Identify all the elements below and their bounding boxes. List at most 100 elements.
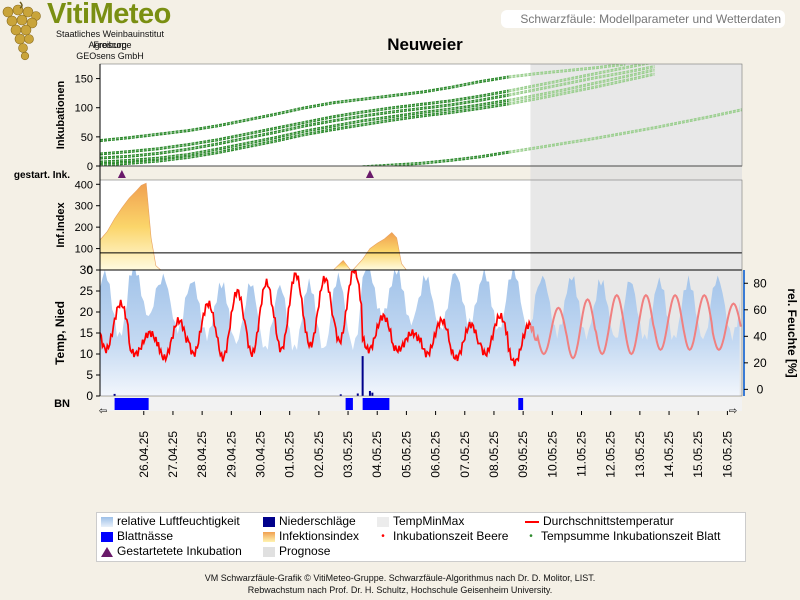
legend-item-prognosis: Prognose xyxy=(263,544,330,559)
humidity-tick-label: 20 xyxy=(753,356,767,370)
leaf-wetness-swatch-icon xyxy=(101,531,113,542)
x-tick-label: 14.05.25 xyxy=(662,431,676,478)
x-tick-label: 26.04.25 xyxy=(137,431,151,478)
leaf-wetness-interval xyxy=(518,398,524,410)
x-tick-label: 10.05.25 xyxy=(545,431,559,478)
leaf-wetness-interval xyxy=(345,398,353,410)
legend-item-mean-temperature: Durchschnittstemperatur xyxy=(525,514,674,529)
incubation-prognosis-line xyxy=(508,64,626,77)
incubation-prognosis-line xyxy=(508,68,655,101)
red-dot-icon: • xyxy=(381,530,385,542)
x-tick-label: 09.05.25 xyxy=(516,431,530,478)
legend-item-incubation-leaf: • Tempsumme Inkubationszeit Blatt xyxy=(525,529,720,544)
infection-y-tick-label: 300 xyxy=(75,201,93,213)
x-tick-label: 27.04.25 xyxy=(166,431,180,478)
infection-index-group xyxy=(100,182,407,270)
weather-left-tick-label: 10 xyxy=(80,347,94,361)
precipitation-swatch-icon xyxy=(263,516,275,527)
x-tick-label: 01.05.25 xyxy=(283,431,297,478)
infection-y-tick-label: 400 xyxy=(75,179,93,191)
precipitation-bar xyxy=(113,393,116,396)
vitimeteo-logo: VitiMeteo Staatliches Weinbauinstitut Fr… xyxy=(0,0,190,62)
legend-item-tempminmax: TempMinMax xyxy=(377,514,464,529)
x-tick-label: 11.05.25 xyxy=(575,431,589,477)
x-tick-label: 02.05.25 xyxy=(312,431,326,478)
weather-left-tick-label: 0 xyxy=(86,389,93,403)
started-incubation-marker xyxy=(365,170,374,178)
legend-item-humidity: relative Luftfeuchtigkeit xyxy=(101,514,240,529)
precipitation-bar xyxy=(368,390,371,396)
tempminmax-swatch-icon xyxy=(377,516,389,527)
incubation-series-line xyxy=(100,91,509,156)
incubation-y-tick-label: 150 xyxy=(75,74,93,86)
legend-item-leaf-wetness: Blattnässe xyxy=(101,529,173,544)
incubation-prognosis-line xyxy=(508,66,655,97)
incubation-prognosis-line xyxy=(508,64,626,79)
incubation-series-line xyxy=(100,98,509,162)
weather-left-tick-label: 25 xyxy=(80,284,94,298)
precipitation-bar xyxy=(339,394,342,396)
incubation-prognosis-line xyxy=(508,108,742,153)
weather-right-axis-label: rel. Feuchte [%] xyxy=(785,288,799,377)
x-tick-label: 06.05.25 xyxy=(429,431,443,478)
incubation-y-axis-label: Inkubationen xyxy=(55,81,67,150)
incubation-series-line xyxy=(100,75,509,141)
incubation-series-line xyxy=(378,152,509,166)
leaf-wetness-strip xyxy=(100,397,742,411)
logo-subtitle-line-1: Staatliches Weinbauinstitut Freiburg xyxy=(56,29,164,50)
weather-group xyxy=(100,270,742,396)
incubation-y-tick-label: 100 xyxy=(75,103,93,115)
infection-index-area xyxy=(100,182,162,270)
incubation-series-line xyxy=(100,95,509,160)
x-tick-label: 08.05.25 xyxy=(487,431,501,478)
humidity-area xyxy=(100,270,740,396)
humidity-tick-label: 80 xyxy=(753,276,767,290)
incubation-prognosis-line xyxy=(508,109,742,154)
footer: VM Schwarzfäule-Grafik © VitiMeteo-Grupp… xyxy=(0,572,800,596)
incubation-series-line xyxy=(100,102,509,165)
footer-line-2: Rebwachstum nach Prof. Dr. H. Schultz, H… xyxy=(247,585,553,595)
precipitation-bar xyxy=(361,356,364,396)
humidity-swatch-icon xyxy=(101,516,113,527)
legend-item-incubation-berry: • Inkubationszeit Beere xyxy=(377,529,508,544)
chart-legend: relative Luftfeuchtigkeit Niederschläge … xyxy=(96,512,746,562)
incubation-series-group xyxy=(100,64,742,166)
footer-line-1: VM Schwarzfäule-Grafik © VitiMeteo-Grupp… xyxy=(204,573,596,583)
temperature-line xyxy=(100,270,532,367)
infection-y-tick-label: 0 xyxy=(87,265,93,277)
x-tick-label: 29.04.25 xyxy=(224,431,238,478)
leaf-wetness-label: BN xyxy=(54,398,70,410)
weather-left-tick-label: 5 xyxy=(86,368,93,382)
triangle-marker-icon xyxy=(101,546,113,557)
incubation-y-tick-label: 50 xyxy=(81,132,93,144)
scroll-right-icon: ⇨ xyxy=(729,406,737,417)
temperature-line-icon xyxy=(525,520,539,523)
precipitation-bar xyxy=(371,392,374,396)
incubation-series-line xyxy=(100,77,509,143)
x-tick-label: 15.05.25 xyxy=(691,431,705,478)
legend-item-started-incubation: Gestartetete Inkubation xyxy=(101,544,242,559)
started-incubation-marker xyxy=(117,170,126,178)
humidity-tick-label: 40 xyxy=(753,329,767,343)
x-tick-label: 04.05.25 xyxy=(370,431,384,478)
humidity-tick-label: 0 xyxy=(757,382,764,396)
incubation-prognosis-line xyxy=(508,64,644,91)
incubation-prognosis-line xyxy=(508,64,652,93)
infection-y-tick-label: 200 xyxy=(75,222,93,234)
page-header: Schwarzfäule: Modellparameter und Wetter… xyxy=(501,10,785,28)
x-tick-label: 13.05.25 xyxy=(633,431,647,478)
incubation-prognosis-line xyxy=(508,74,655,106)
weather-left-tick-label: 20 xyxy=(80,305,94,319)
humidity-tick-label: 60 xyxy=(753,303,767,317)
x-tick-label: 12.05.25 xyxy=(604,431,618,478)
legend-item-precipitation: Niederschläge xyxy=(263,514,356,529)
grape-icon xyxy=(2,1,41,61)
x-tick-label: 28.04.25 xyxy=(195,431,209,478)
x-tick-label: 03.05.25 xyxy=(341,431,355,478)
temperature-prognosis-line xyxy=(529,293,742,360)
chart-title: Neuweier xyxy=(387,35,463,54)
x-tick-label: 07.05.25 xyxy=(458,431,472,478)
legend-item-infection-index: Infektionsindex xyxy=(263,529,359,544)
logo-title: VitiMeteo xyxy=(47,0,171,30)
logo-subtitle-line-3: GEOsens GmbH xyxy=(76,51,144,61)
